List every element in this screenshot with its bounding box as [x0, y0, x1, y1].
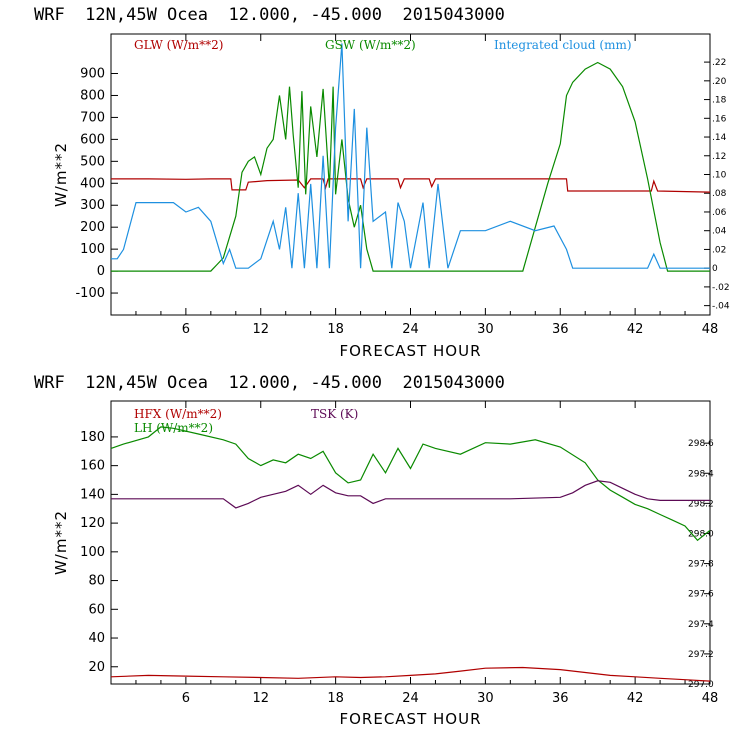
chart1-y2-tick-label: .02 [712, 245, 726, 255]
chart1-x-tick-label: 42 [627, 322, 644, 337]
chart2-plot: 6 12 18 24 30 36 42 48 20 40 60 80 100 120 140 160 180 29… [52, 400, 719, 728]
chart1-y2-tick-label: .18 [712, 96, 727, 106]
chart2-plot-frame [110, 400, 711, 685]
chart1-y2-tick-label: .14 [712, 133, 727, 143]
chart2-x-tick-label: 24 [402, 691, 419, 706]
chart2-legend-entry: HFX (W/m**2) [134, 407, 222, 421]
chart1-y-tick-label: 500 [80, 154, 105, 169]
chart2-y2-tick-label: 298.4 [688, 469, 714, 479]
chart2-y-tick-label: 180 [80, 430, 105, 445]
chart1-y2-tick-label: -.02 [712, 283, 730, 293]
chart1-y2-tick-label: .12 [712, 152, 726, 162]
chart1-x-tick-label: 24 [402, 322, 419, 337]
chart1-legend-entry: GLW (W/m**2) [134, 38, 223, 52]
chart1-y-tick-label: -100 [75, 286, 105, 301]
chart1-y-tick-label: 200 [80, 220, 105, 235]
chart2-y2-tick-label: 298.0 [688, 529, 714, 539]
chart2-y2-tick-label: 297.8 [688, 560, 714, 570]
chart1-y2-tick-label: 0 [712, 264, 718, 274]
chart2-y2-tick-label: 297.4 [688, 620, 714, 630]
chart2-series-lh-line [110, 426, 711, 542]
chart2-x-axis-label: FORECAST HOUR [339, 710, 481, 728]
chart2-y2-tick-label: 298.2 [688, 499, 714, 509]
chart2-y-tick-label: 40 [88, 631, 105, 646]
chart2-x-tick-label: 18 [327, 691, 344, 706]
chart1-y2-tick-label: -.04 [712, 302, 730, 312]
chart1-y-tick-label: 400 [80, 176, 105, 191]
chart1-y-tick-label: 700 [80, 110, 105, 125]
chart1-y2-tick-label: .10 [712, 171, 727, 181]
chart1-y-tick-label: 100 [80, 242, 105, 257]
chart1-plot-frame [110, 33, 711, 316]
chart1-y2-tick-label: .20 [712, 77, 727, 87]
chart2-y-tick-label: 60 [88, 602, 105, 617]
chart2-y-tick-label: 20 [88, 660, 105, 675]
chart1-y-tick-label: 0 [97, 264, 105, 279]
chart1-x-tick-label: 36 [552, 322, 569, 337]
chart1-y-tick-label: 900 [80, 67, 105, 82]
chart1-series-integrated-line [111, 43, 710, 269]
chart2-y-axis-label: W/m**2 [52, 510, 70, 575]
chart1-legend-entry: GSW (W/m**2) [325, 38, 416, 52]
chart1-x-tick-label: 18 [327, 322, 344, 337]
chart1-y-tick-label: 600 [80, 132, 105, 147]
chart1-y-tick-label: 300 [80, 198, 105, 213]
chart1-y2-tick-label: .04 [712, 227, 727, 237]
chart1-y2-tick-label: .16 [712, 114, 727, 124]
chart1-x-tick-label: 12 [252, 322, 269, 337]
chart1-x-tick-label: 48 [702, 322, 719, 337]
chart1-x-tick-label: 6 [182, 322, 190, 337]
chart2-x-tick-label: 12 [252, 691, 269, 706]
chart2-x-tick-label: 30 [477, 691, 494, 706]
chart1-x-tick-label: 30 [477, 322, 494, 337]
chart2-y-tick-label: 160 [80, 459, 105, 474]
chart2-title: WRF 12N,45W Ocea 12.000, -45.000 2015043… [34, 373, 505, 393]
chart2-y2-tick-label: 297.6 [688, 590, 714, 600]
chart1-x-axis-label: FORECAST HOUR [339, 342, 481, 360]
chart2-legend-entry: LH (W/m**2) [134, 421, 213, 435]
chart2-y-tick-label: 120 [80, 516, 105, 531]
chart2-x-tick-label: 36 [552, 691, 569, 706]
chart2-x-tick-label: 42 [627, 691, 644, 706]
chart1-y2-tick-label: .22 [712, 58, 726, 68]
chart1-title: WRF 12N,45W Ocea 12.000, -45.000 2015043… [34, 5, 505, 25]
chart2-y-tick-label: 100 [80, 545, 105, 560]
chart2-y2-tick-label: 297.0 [688, 680, 714, 690]
chart1-y-axis-label: W/m**2 [52, 142, 70, 207]
chart2-x-tick-label: 48 [702, 691, 719, 706]
chart2-y-tick-label: 140 [80, 487, 105, 502]
chart2-y2-tick-label: 297.2 [688, 650, 714, 660]
chart2-x-tick-label: 6 [182, 691, 190, 706]
chart1-y-tick-label: 800 [80, 88, 105, 103]
chart2-legend-entry: TSK (K) [311, 407, 358, 421]
chart2-series-hfx-line [110, 666, 711, 682]
chart2-y2-tick-label: 298.6 [688, 439, 714, 449]
chart2-y-tick-label: 80 [88, 574, 105, 589]
chart1-y2-tick-label: .08 [712, 189, 727, 199]
chart2-series-tsk-line [111, 480, 710, 509]
chart1-series-gsw-line [111, 61, 710, 272]
chart1-plot: 6 12 18 24 30 36 42 48 -100 0 100 200 300 400 500 600 70… [52, 33, 730, 360]
chart1-y2-tick-label: .06 [712, 208, 727, 218]
chart1-legend-entry: Integrated cloud (mm) [494, 38, 632, 52]
chart1-series-glw-line [111, 178, 711, 193]
